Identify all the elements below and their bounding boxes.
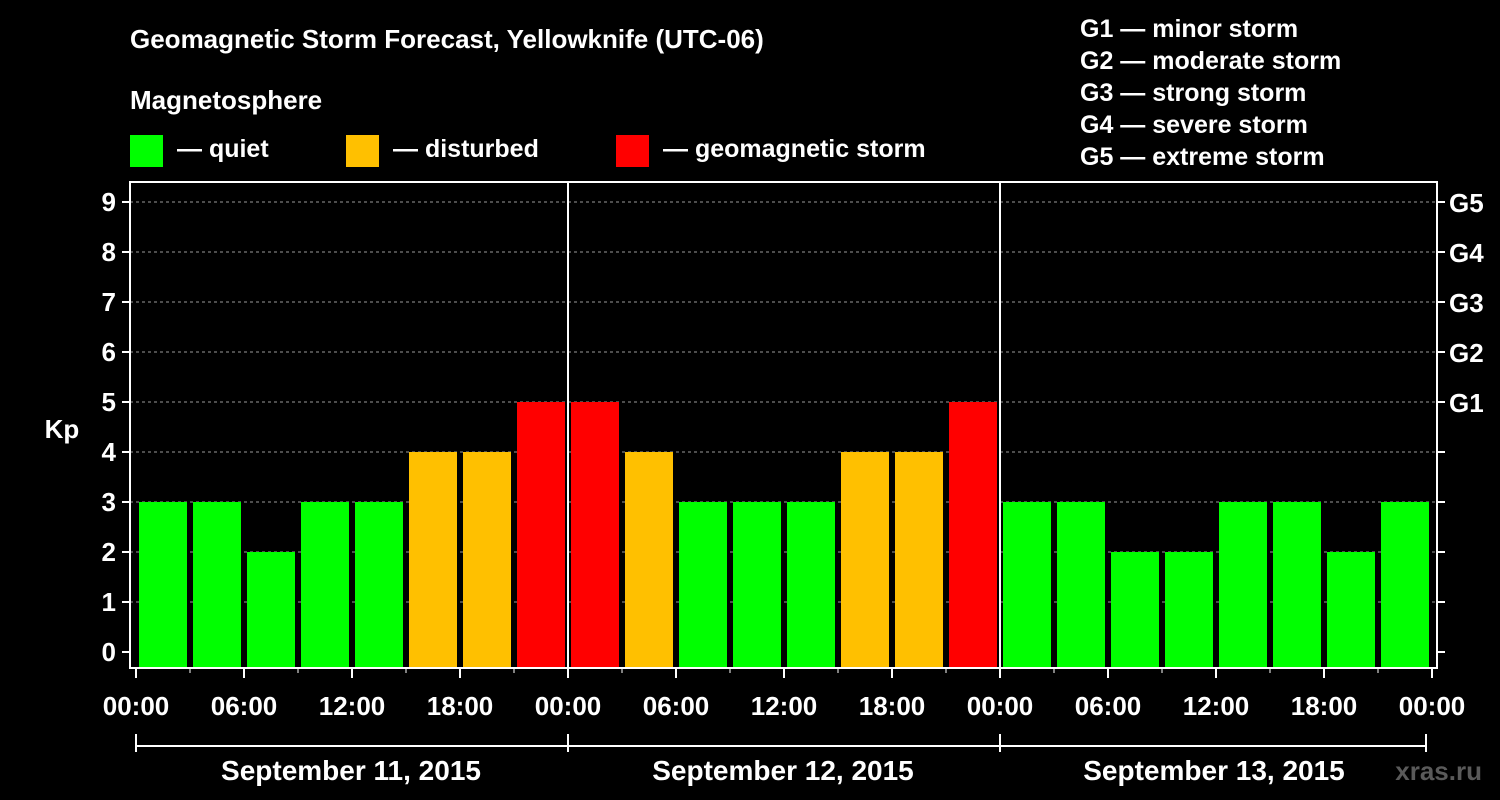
legend-swatch-quiet bbox=[130, 135, 163, 167]
x-tick-label-1: 00:00 bbox=[103, 691, 170, 721]
y-tick-label-8: 8 bbox=[102, 237, 116, 267]
bar-2 bbox=[193, 502, 241, 668]
legend-swatch-disturbed bbox=[346, 135, 379, 167]
y-tick-label-4: 4 bbox=[102, 437, 117, 467]
y-tick-label-3: 3 bbox=[102, 487, 116, 517]
x-tick-label-13: 00:00 bbox=[1399, 691, 1466, 721]
x-tick-label-11: 12:00 bbox=[1183, 691, 1250, 721]
y-tick-label-6: 6 bbox=[102, 337, 116, 367]
x-tick-label-10: 06:00 bbox=[1075, 691, 1142, 721]
bar-18 bbox=[1057, 502, 1105, 668]
x-tick-label-2: 06:00 bbox=[211, 691, 278, 721]
x-tick-label-12: 18:00 bbox=[1291, 691, 1358, 721]
y-tick-label-2: 2 bbox=[102, 537, 116, 567]
bar-11 bbox=[679, 502, 727, 668]
x-tick-label-5: 00:00 bbox=[535, 691, 602, 721]
bar-13 bbox=[787, 502, 835, 668]
g-scale-label-g2: G2 bbox=[1449, 338, 1484, 368]
x-tick-label-9: 00:00 bbox=[967, 691, 1034, 721]
scale-legend-g4: G4 — severe storm bbox=[1080, 111, 1308, 139]
bar-17 bbox=[1003, 502, 1051, 668]
bar-21 bbox=[1219, 502, 1267, 668]
bar-19 bbox=[1111, 552, 1159, 668]
bar-12 bbox=[733, 502, 781, 668]
bar-15 bbox=[895, 452, 943, 668]
scale-legend-g3: G3 — strong storm bbox=[1080, 79, 1306, 107]
credit-watermark: xras.ru bbox=[1395, 756, 1482, 786]
chart-title: Geomagnetic Storm Forecast, Yellowknife … bbox=[130, 24, 764, 54]
bar-5 bbox=[355, 502, 403, 668]
bar-7 bbox=[463, 452, 511, 668]
y-tick-label-7: 7 bbox=[102, 287, 116, 317]
axis-ticks: 0 1 2 3 4 5 6 7 8 9 G1 G2 G3 G4 G5 00:00 06:00 12:00 18:00… bbox=[102, 187, 1484, 752]
bar-20 bbox=[1165, 552, 1213, 668]
y-tick-label-9: 9 bbox=[102, 187, 116, 217]
g-scale-label-g5: G5 bbox=[1449, 188, 1484, 218]
bar-8 bbox=[517, 402, 565, 668]
bar-10 bbox=[625, 452, 673, 668]
day-label-1: September 11, 2015 bbox=[221, 755, 481, 786]
bar-3 bbox=[247, 552, 295, 668]
bar-9 bbox=[571, 402, 619, 668]
bar-16 bbox=[949, 402, 997, 668]
y-tick-label-1: 1 bbox=[102, 587, 116, 617]
day-label-3: September 13, 2015 bbox=[1083, 755, 1345, 786]
g-scale-label-g4: G4 bbox=[1449, 238, 1484, 268]
bars bbox=[139, 402, 1429, 668]
g-scale-label-g1: G1 bbox=[1449, 388, 1484, 418]
y-tick-label-5: 5 bbox=[102, 387, 116, 417]
scale-legend-g2: G2 — moderate storm bbox=[1080, 47, 1341, 75]
bar-14 bbox=[841, 452, 889, 668]
x-tick-label-6: 06:00 bbox=[643, 691, 710, 721]
legend-label-disturbed: — disturbed bbox=[393, 135, 539, 163]
bar-1 bbox=[139, 502, 187, 668]
bar-4 bbox=[301, 502, 349, 668]
scale-legend-g5: G5 — extreme storm bbox=[1080, 143, 1325, 171]
x-tick-label-8: 18:00 bbox=[859, 691, 926, 721]
bar-24 bbox=[1381, 502, 1429, 668]
x-tick-label-4: 18:00 bbox=[427, 691, 494, 721]
g-scale-label-g3: G3 bbox=[1449, 288, 1484, 318]
y-axis-label: Kp bbox=[45, 414, 80, 444]
x-tick-label-3: 12:00 bbox=[319, 691, 386, 721]
legend-label-quiet: — quiet bbox=[177, 135, 269, 163]
legend-heading: Magnetosphere bbox=[130, 85, 322, 115]
bar-6 bbox=[409, 452, 457, 668]
scale-legend-g1: G1 — minor storm bbox=[1080, 15, 1298, 43]
legend-swatch-storm bbox=[616, 135, 649, 167]
day-label-2: September 12, 2015 bbox=[652, 755, 914, 786]
y-tick-label-0: 0 bbox=[102, 637, 116, 667]
legend-label-storm: — geomagnetic storm bbox=[663, 135, 926, 163]
bar-23 bbox=[1327, 552, 1375, 668]
x-tick-label-7: 12:00 bbox=[751, 691, 818, 721]
bar-22 bbox=[1273, 502, 1321, 668]
